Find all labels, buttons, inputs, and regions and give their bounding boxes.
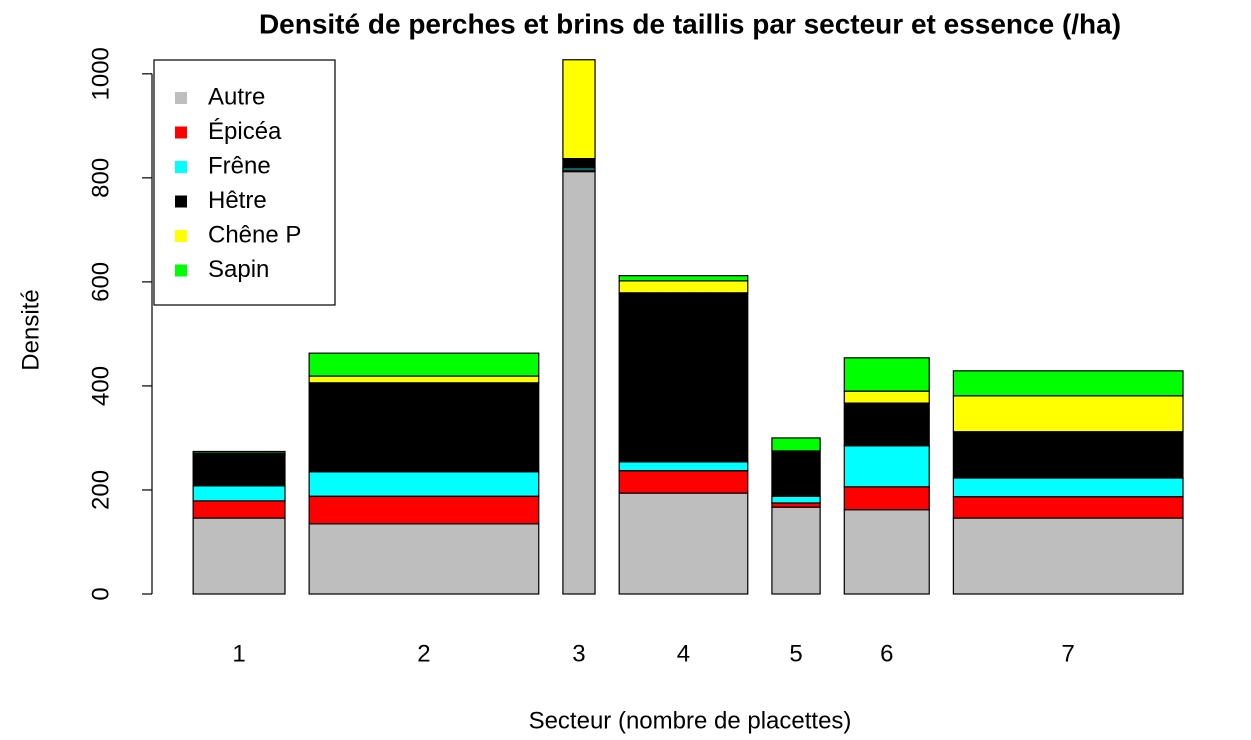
y-tick-label: 600 [87,262,114,302]
bar-segment [843,390,930,404]
bar-segment [771,502,821,508]
x-tick-label: 6 [880,640,893,667]
legend-swatch [175,161,187,173]
bar-segment [771,506,821,595]
legend-label: Sapin [208,256,269,283]
bar-segment [618,280,749,294]
bar-segment [843,445,930,488]
legend-label: Épicéa [208,118,282,145]
bar-segment [952,517,1184,595]
legend-swatch [175,126,187,139]
x-tick-label: 3 [572,640,585,667]
bar-segment [308,471,540,497]
bar-segment [618,492,749,595]
x-tick-label: 2 [417,640,430,667]
y-axis-label: Densité [17,289,44,370]
bar-segment [843,402,930,447]
bar-segment [952,477,1184,498]
chart-title: Densité de perches et brins de taillis p… [259,8,1121,39]
bar-segment [843,357,930,392]
bar-segment [192,485,286,502]
bar-segment [618,275,749,282]
legend: Autre Épicéa Frêne Hêtre Chêne P Sapin [153,59,336,306]
legend-label: Chêne P [208,221,301,248]
bar-segment [562,59,596,160]
y-tick-label: 800 [87,158,114,198]
legend-swatch [175,92,187,104]
bar-segment [952,431,1184,479]
x-tick-label: 7 [1062,640,1075,667]
bar-segment [308,382,540,473]
legend-swatch [175,230,187,242]
legend-swatch [175,264,187,277]
x-tick-label: 4 [677,640,690,667]
y-tick-label: 200 [87,470,114,510]
bar-segment [843,486,930,511]
bar-segment [618,470,749,494]
bar-segment [618,461,749,472]
bar-segment [308,375,540,384]
legend-swatch [175,195,187,208]
x-tick-label: 5 [789,640,802,667]
x-tick-label: 1 [232,640,245,667]
bar-segment [192,500,286,519]
y-tick-label: 400 [87,366,114,406]
bar-segment [771,450,821,497]
bar-segment [952,496,1184,519]
bar-segment [192,517,286,595]
bar-segment [771,437,821,452]
bar-segment [952,395,1184,433]
x-axis-label: Secteur (nombre de placettes) [529,707,852,734]
bar-segment [562,171,596,595]
bar-segment [308,495,540,525]
bar-segment [192,453,286,487]
bar-segment [843,509,930,595]
legend-label: Hêtre [208,187,267,214]
bar-segment [192,450,286,454]
y-tick-label: 0 [87,587,114,600]
legend-label: Autre [208,83,265,110]
bar-segment [618,292,749,463]
legend-label: Frêne [208,152,271,179]
bar-segment [952,370,1184,397]
bar-segment [308,523,540,595]
bar-segment [308,352,540,377]
y-tick-label: 1000 [87,47,114,100]
bar-segment [562,157,596,169]
bar-segment [771,495,821,504]
